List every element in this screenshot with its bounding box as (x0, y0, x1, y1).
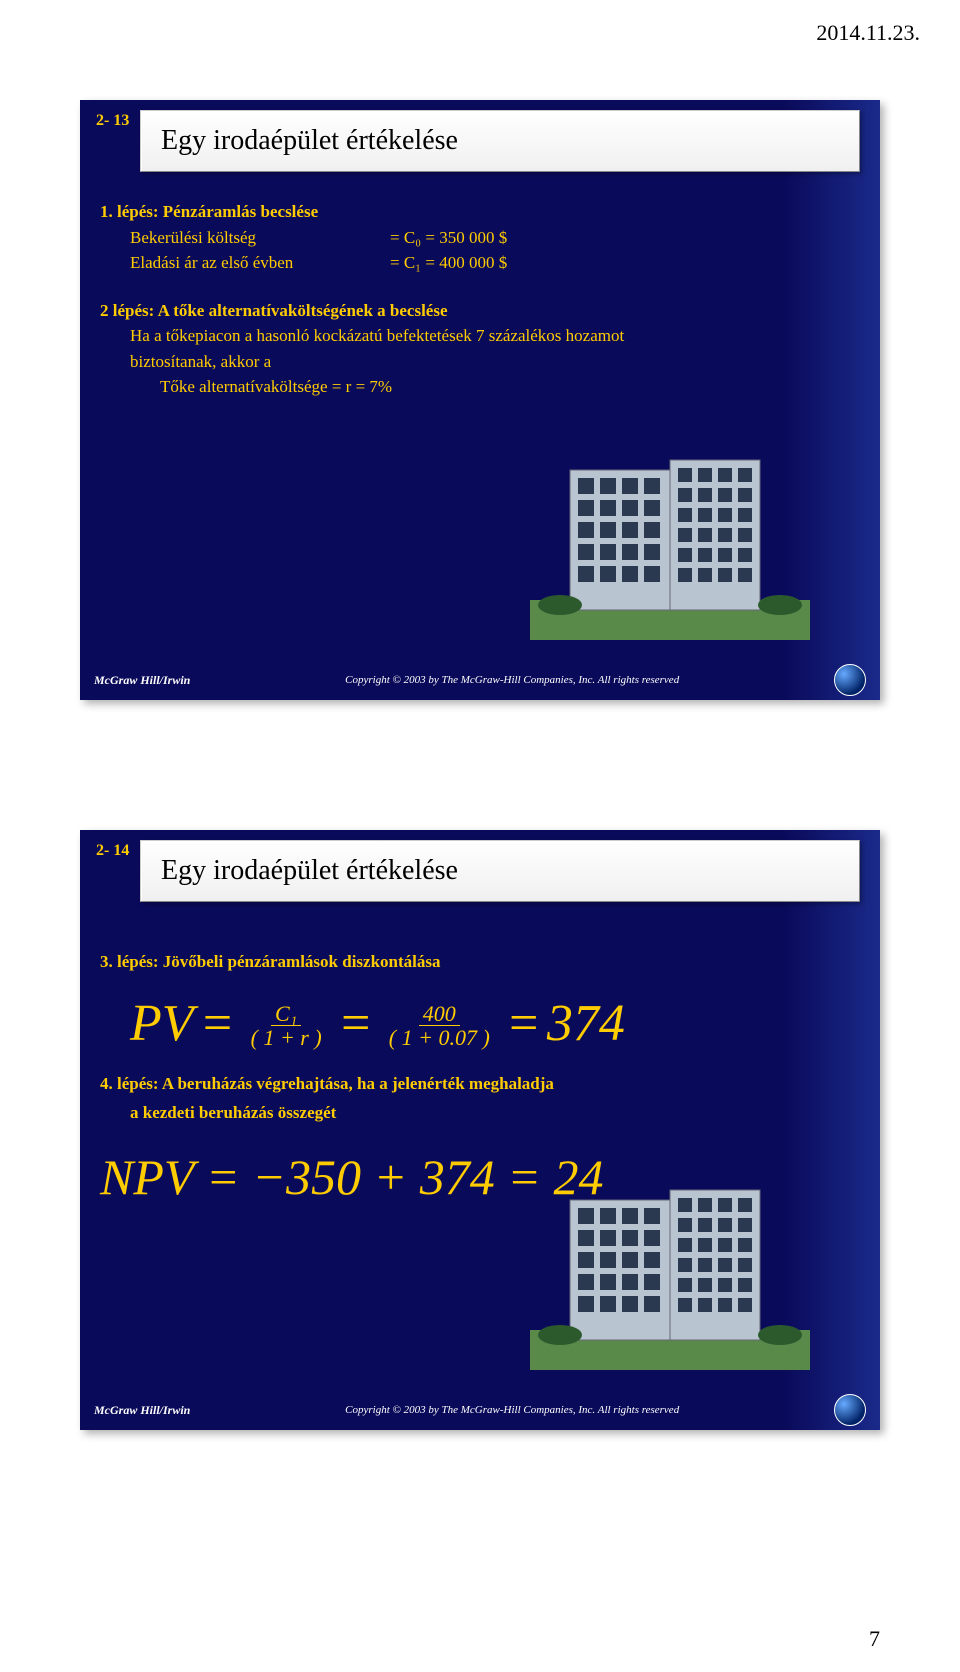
step1-head: 1. lépés: Pénzáramlás becslése (100, 199, 860, 225)
step4-head-2: a kezdeti beruházás összegét (130, 1100, 860, 1126)
slide2-title: Egy irodaépület értékelése (161, 855, 458, 887)
eq1: = (200, 985, 235, 1063)
step2-body2: biztosítanak, akkor a (130, 349, 860, 375)
page-number: 7 (869, 1626, 880, 1652)
frac1: C₁ ( 1 + r ) (247, 1002, 326, 1049)
step4-head-1: 4. lépés: A beruházás végrehajtása, ha a… (100, 1071, 860, 1097)
sale-label: Eladási ár az első évben (130, 250, 390, 276)
sale-eq: = C₁ = 400 000 $ (390, 250, 507, 276)
frac2-den: ( 1 + 0.07 ) (385, 1026, 494, 1049)
slide2-footer: McGraw Hill/Irwin Copyright © 2003 by Th… (80, 1390, 880, 1430)
frac1-den: ( 1 + r ) (247, 1026, 326, 1049)
frac2-num: 400 (419, 1002, 460, 1026)
cost-eq: = C₀ = 350 000 $ (390, 225, 507, 251)
step2-body1: Ha a tőkepiacon a hasonló kockázatú befe… (130, 323, 860, 349)
pv-result: 374 (547, 985, 625, 1063)
pv-equation: PV = C₁ ( 1 + r ) = 400 ( 1 + 0.07 ) = 3… (130, 985, 860, 1063)
slide-number-1: 2- 13 (96, 112, 129, 130)
building-illustration-2 (530, 1150, 810, 1370)
footer-center-1: Copyright © 2003 by The McGraw-Hill Comp… (190, 674, 834, 686)
slide-number-2: 2- 14 (96, 842, 129, 860)
step2-rate: Tőke alternatívaköltsége = r = 7% (160, 374, 860, 400)
cost-label: Bekerülési költség (130, 225, 390, 251)
building-illustration-1 (530, 420, 810, 640)
frac1-num: C₁ (271, 1002, 301, 1026)
slide1-title-bar: Egy irodaépület értékelése (140, 110, 860, 172)
slide-1: 2- 13 Egy irodaépület értékelése 1. lépé… (80, 100, 880, 700)
slide2-title-bar: Egy irodaépület értékelése (140, 840, 860, 902)
step2-head: 2 lépés: A tőke alternatívaköltségének a… (100, 298, 860, 324)
step3-head: 3. lépés: Jövőbeli pénzáramlások diszkon… (100, 949, 860, 975)
footer-left-2: McGraw Hill/Irwin (94, 1403, 190, 1418)
eq2: = (338, 985, 373, 1063)
slide1-footer: McGraw Hill/Irwin Copyright © 2003 by Th… (80, 660, 880, 700)
pv-lhs: PV (130, 985, 194, 1063)
frac2: 400 ( 1 + 0.07 ) (385, 1002, 494, 1049)
page-date: 2014.11.23. (816, 20, 920, 46)
footer-left-1: McGraw Hill/Irwin (94, 673, 190, 688)
globe-icon-2 (834, 1394, 866, 1426)
slide1-title: Egy irodaépület értékelése (161, 125, 458, 157)
slide-2: 2- 14 Egy irodaépület értékelése 3. lépé… (80, 830, 880, 1430)
npv-eq-text: NPV = −350 + 374 = 24 (100, 1140, 604, 1215)
eq3: = (506, 985, 541, 1063)
globe-icon-1 (834, 664, 866, 696)
footer-center-2: Copyright © 2003 by The McGraw-Hill Comp… (190, 1404, 834, 1416)
